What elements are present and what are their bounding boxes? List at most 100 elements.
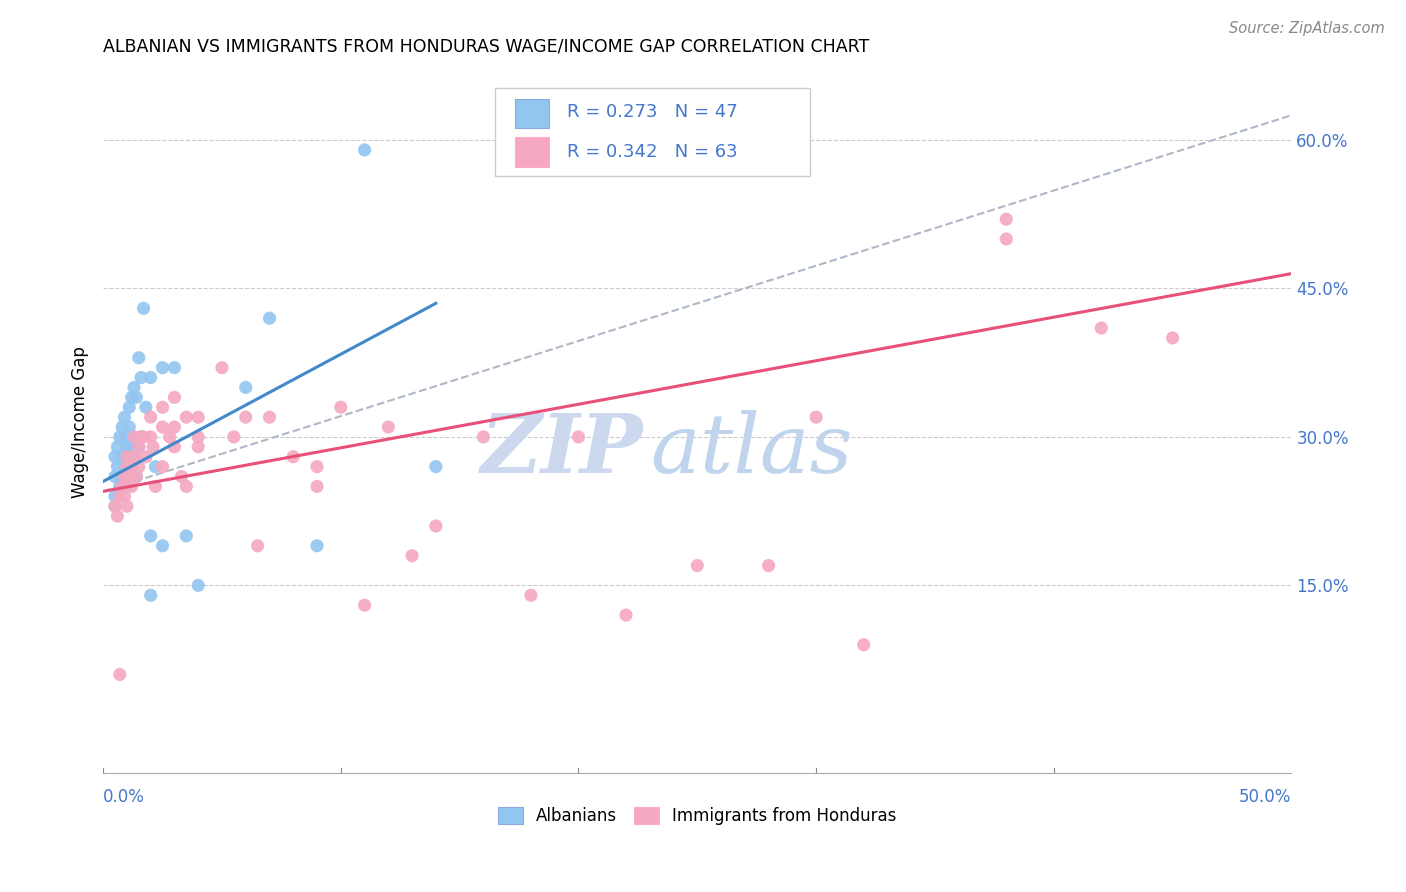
- Point: [115, 440, 138, 454]
- Point: [125, 469, 148, 483]
- Point: [145, 479, 167, 493]
- Point: [152, 539, 174, 553]
- Point: [108, 489, 131, 503]
- Point: [170, 469, 193, 483]
- Point: [187, 440, 209, 454]
- Point: [105, 459, 128, 474]
- Point: [111, 479, 134, 493]
- Point: [128, 440, 150, 454]
- Point: [152, 401, 174, 415]
- Point: [104, 469, 127, 483]
- Point: [567, 430, 589, 444]
- Point: [425, 519, 447, 533]
- Point: [211, 360, 233, 375]
- Point: [114, 489, 136, 503]
- Point: [122, 430, 145, 444]
- Point: [305, 479, 328, 493]
- Point: [804, 410, 827, 425]
- Point: [222, 430, 245, 444]
- Point: [305, 459, 328, 474]
- Point: [176, 410, 198, 425]
- Point: [132, 301, 155, 316]
- Point: [995, 232, 1018, 246]
- Point: [118, 401, 141, 415]
- Point: [104, 450, 127, 464]
- Point: [129, 430, 152, 444]
- Text: R = 0.342   N = 63: R = 0.342 N = 63: [567, 144, 737, 161]
- Point: [163, 390, 186, 404]
- Point: [111, 469, 134, 483]
- Point: [122, 450, 145, 464]
- Point: [104, 500, 127, 514]
- Point: [377, 420, 399, 434]
- Point: [235, 410, 257, 425]
- Point: [758, 558, 780, 573]
- Point: [329, 401, 352, 415]
- Point: [129, 430, 152, 444]
- Text: ALBANIAN VS IMMIGRANTS FROM HONDURAS WAGE/INCOME GAP CORRELATION CHART: ALBANIAN VS IMMIGRANTS FROM HONDURAS WAG…: [103, 37, 869, 55]
- Point: [115, 450, 138, 464]
- FancyBboxPatch shape: [516, 137, 548, 167]
- Point: [121, 390, 143, 404]
- Point: [114, 410, 136, 425]
- Point: [129, 370, 152, 384]
- Text: Source: ZipAtlas.com: Source: ZipAtlas.com: [1229, 21, 1385, 36]
- Point: [852, 638, 875, 652]
- Point: [176, 529, 198, 543]
- Point: [118, 469, 141, 483]
- Point: [115, 459, 138, 474]
- Point: [114, 469, 136, 483]
- Point: [115, 450, 138, 464]
- Text: R = 0.273   N = 47: R = 0.273 N = 47: [567, 103, 737, 121]
- Point: [135, 450, 157, 464]
- Point: [115, 459, 138, 474]
- Point: [111, 420, 134, 434]
- Point: [614, 608, 637, 623]
- Point: [111, 450, 134, 464]
- Y-axis label: Wage/Income Gap: Wage/Income Gap: [72, 346, 89, 498]
- Point: [115, 479, 138, 493]
- Point: [305, 539, 328, 553]
- Point: [125, 469, 148, 483]
- Point: [104, 489, 127, 503]
- Point: [132, 430, 155, 444]
- Point: [139, 529, 162, 543]
- Point: [159, 430, 181, 444]
- Point: [425, 459, 447, 474]
- Point: [125, 390, 148, 404]
- Point: [128, 440, 150, 454]
- Text: ZIP: ZIP: [481, 410, 644, 491]
- Point: [520, 588, 543, 602]
- Legend: Albanians, Immigrants from Honduras: Albanians, Immigrants from Honduras: [498, 806, 897, 825]
- Point: [152, 420, 174, 434]
- Point: [995, 212, 1018, 227]
- Text: 50.0%: 50.0%: [1239, 789, 1292, 806]
- FancyBboxPatch shape: [516, 99, 548, 128]
- Point: [401, 549, 423, 563]
- Point: [108, 479, 131, 493]
- Point: [139, 588, 162, 602]
- Point: [152, 459, 174, 474]
- Point: [246, 539, 269, 553]
- Point: [259, 410, 281, 425]
- Point: [163, 440, 186, 454]
- Point: [187, 410, 209, 425]
- Point: [145, 459, 167, 474]
- Point: [121, 459, 143, 474]
- Point: [472, 430, 495, 444]
- Point: [1090, 321, 1112, 335]
- Point: [115, 500, 138, 514]
- Point: [163, 360, 186, 375]
- Point: [121, 440, 143, 454]
- Point: [108, 430, 131, 444]
- Point: [121, 479, 143, 493]
- FancyBboxPatch shape: [495, 88, 810, 176]
- Point: [118, 420, 141, 434]
- Point: [176, 479, 198, 493]
- Point: [122, 450, 145, 464]
- Text: atlas: atlas: [650, 410, 852, 491]
- Point: [122, 430, 145, 444]
- Point: [1161, 331, 1184, 345]
- Point: [259, 311, 281, 326]
- Point: [283, 450, 305, 464]
